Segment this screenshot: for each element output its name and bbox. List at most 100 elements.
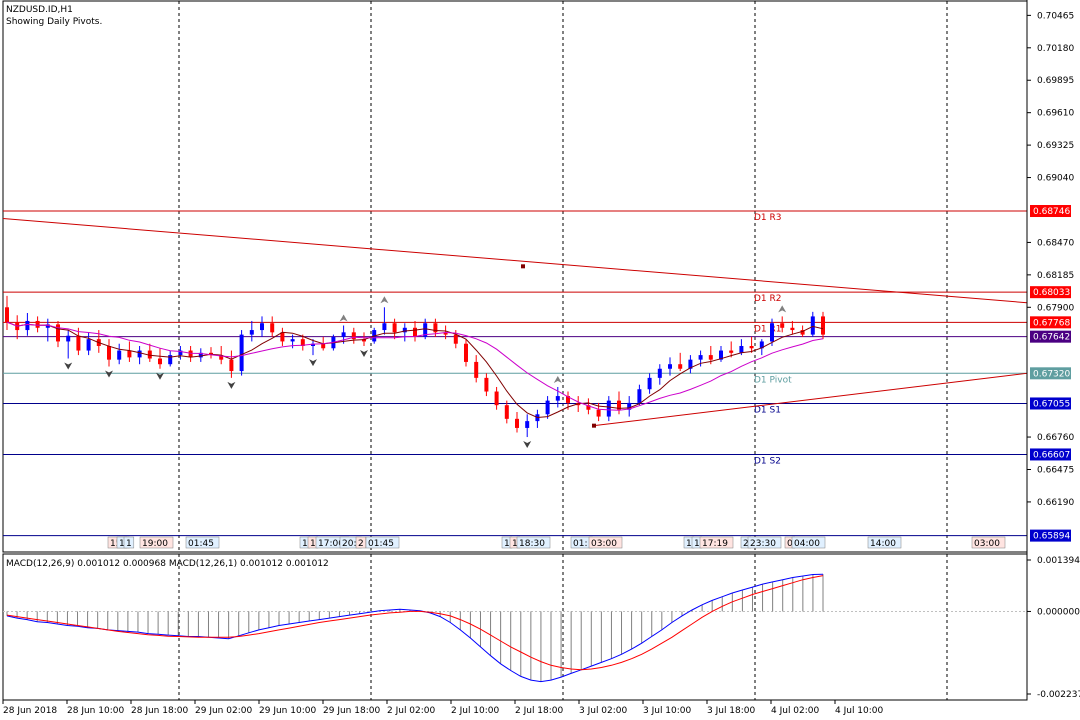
time-axis-label: 28 Jun 2018 <box>3 706 57 716</box>
session-marker-label: 04:00 <box>794 539 820 549</box>
candle-body <box>280 332 285 342</box>
candle-body <box>484 377 489 392</box>
session-marker <box>791 536 826 549</box>
candle-body <box>198 352 203 358</box>
price-axis-label: 0.70465 <box>1037 11 1074 21</box>
price-axis-label: 0.69040 <box>1037 174 1074 184</box>
moving-average-fast <box>6 321 824 419</box>
macd-axis-label: 0.001394 <box>1037 556 1080 566</box>
candle-body <box>800 330 805 335</box>
candle-body <box>596 409 601 417</box>
candle-body <box>739 345 744 353</box>
trendline-resistance <box>2 218 1028 304</box>
price-axis-label: 0.69610 <box>1037 109 1074 119</box>
fractal-up-arrow <box>380 296 389 304</box>
candle-body <box>239 334 244 372</box>
candle-body <box>453 334 458 344</box>
candle-body <box>321 343 326 349</box>
session-marker-label: 1 <box>694 539 700 549</box>
level-tag-current: 0.67642 <box>1033 333 1070 343</box>
trendline-anchor-2 <box>592 423 596 428</box>
candle-body <box>657 368 662 378</box>
level-tag-bg <box>1030 529 1071 542</box>
candle-body <box>260 323 264 331</box>
pivot-label-r2: D1 R2 <box>754 294 782 304</box>
time-axis-label: 4 Jul 10:00 <box>835 706 884 716</box>
session-marker <box>365 536 400 549</box>
candle-body <box>402 327 407 333</box>
session-marker-label: 1 <box>126 539 132 549</box>
level-tag-bg <box>1030 448 1071 461</box>
candle-body <box>423 323 428 337</box>
session-marker-label: 03:00 <box>974 539 1000 549</box>
candle-body <box>86 339 91 351</box>
price-axis-label: 0.69895 <box>1037 76 1074 86</box>
time-axis-label: 3 Jul 10:00 <box>643 706 692 716</box>
session-marker <box>516 536 551 549</box>
chart-subtitle: Showing Daily Pivots. <box>6 17 102 27</box>
time-axis-label: 2 Jul 02:00 <box>387 706 436 716</box>
session-marker-label: 03:00 <box>591 539 617 549</box>
candle-body <box>719 350 723 360</box>
macd-axis-label: 0.000000 <box>1037 607 1080 617</box>
fractal-down-arrow <box>105 370 113 378</box>
session-marker-label: 01:45 <box>368 539 394 549</box>
session-marker-label: 18:30 <box>519 539 545 549</box>
time-axis-label: 2 Jul 18:00 <box>515 706 564 716</box>
level-tag-bg <box>1030 316 1071 329</box>
time-axis-label: 28 Jun 10:00 <box>67 706 124 716</box>
macd-line <box>6 573 824 683</box>
candle-body <box>56 324 60 342</box>
time-axis-label: 2 Jul 10:00 <box>451 706 500 716</box>
candle-body <box>5 307 9 323</box>
candle-body <box>300 339 305 346</box>
candle-body <box>76 335 81 351</box>
level-tag-bg <box>1030 397 1071 410</box>
time-axis-label: 4 Jul 02:00 <box>771 706 820 716</box>
candle-body <box>433 323 438 333</box>
session-marker-label: 1 <box>302 539 308 549</box>
candle-body <box>729 350 734 353</box>
price-axis-label: 0.66475 <box>1037 465 1074 475</box>
level-tag-bg <box>1030 286 1071 299</box>
fractal-down-arrow <box>309 359 317 367</box>
fractal-up-arrow <box>553 375 562 383</box>
candle-body <box>178 350 183 356</box>
price-panel-frame <box>2 0 1028 553</box>
candle-body <box>117 350 122 360</box>
candle-body <box>474 361 479 378</box>
session-marker <box>867 536 902 549</box>
session-marker-label: 23:30 <box>750 539 776 549</box>
candle-body <box>617 400 621 410</box>
level-tag-support: 0.66607 <box>1033 450 1070 460</box>
level-tag-bg <box>1030 367 1071 380</box>
trendline-anchor <box>521 264 525 269</box>
pivot-label-s1: D1 S1 <box>754 405 781 415</box>
pivot-label-r1: D1 R1 <box>754 324 782 334</box>
candle-body <box>168 355 173 365</box>
candle-body <box>555 396 560 401</box>
candle-body <box>270 323 275 333</box>
candle-body <box>382 323 387 331</box>
candle-body <box>627 402 632 410</box>
candle-body <box>219 355 224 360</box>
candle-body <box>647 377 652 390</box>
candle-body <box>821 316 825 335</box>
session-marker-label: 1 <box>310 539 316 549</box>
session-marker-label: 2 <box>743 539 749 549</box>
candle-body <box>249 330 254 335</box>
candle-body <box>790 327 795 331</box>
price-axis-label: 0.67900 <box>1037 303 1074 313</box>
candle-body <box>290 339 295 342</box>
candle-body <box>770 323 774 342</box>
session-marker-label: 01:45 <box>188 539 214 549</box>
candle-body <box>780 323 785 328</box>
candle-body <box>637 389 642 403</box>
time-axis-label: 28 Jun 18:00 <box>131 706 188 716</box>
candle-body <box>698 355 703 360</box>
chart-title: NZDUSD.ID,H1 <box>6 5 73 15</box>
candle-body <box>443 332 448 335</box>
fractal-up-arrow <box>339 314 348 322</box>
candle-body <box>25 320 30 331</box>
